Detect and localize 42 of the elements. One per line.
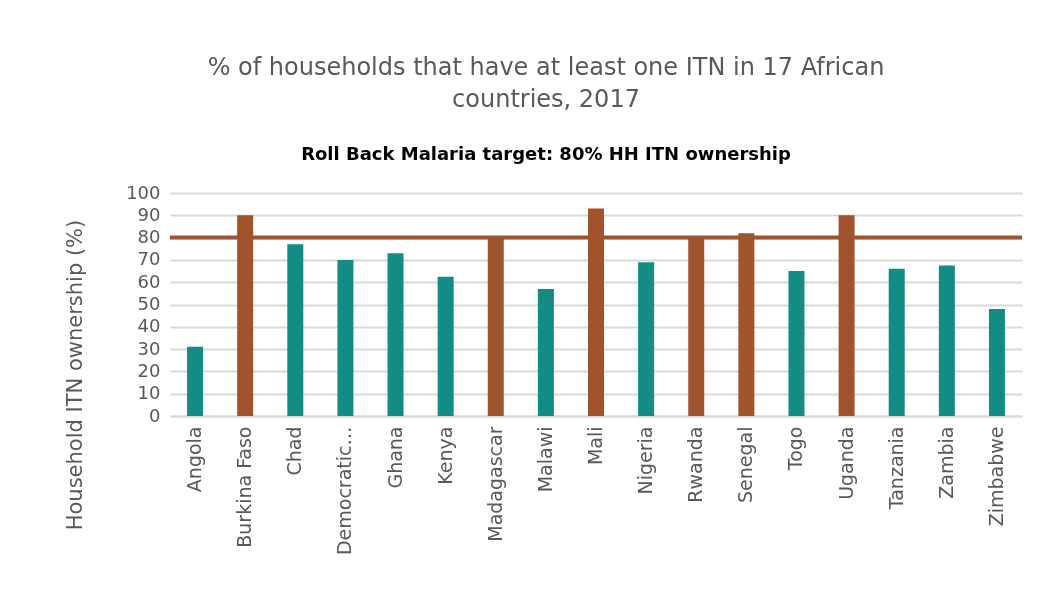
chart-subtitle: Roll Back Malaria target: 80% HH ITN ownership — [301, 143, 791, 164]
y-tick-label: 90 — [137, 203, 161, 225]
y-tick-label: 20 — [137, 359, 161, 381]
x-tick-label: Ghana — [383, 426, 406, 489]
bar — [788, 271, 805, 416]
x-tick-label: Mali — [584, 426, 606, 466]
y-tick-label: 10 — [137, 382, 161, 404]
y-tick-label: 70 — [137, 248, 161, 270]
x-tick-label: Chad — [283, 426, 306, 476]
y-tick-label: 100 — [126, 181, 161, 203]
bar — [988, 308, 1005, 416]
y-tick-label: 60 — [137, 270, 161, 292]
x-tick-label: Angola — [183, 426, 206, 493]
bar — [287, 244, 304, 416]
bar — [938, 265, 955, 416]
y-axis-title: Household ITN ownership (%) — [62, 219, 87, 531]
x-tick-label: Democratic… — [333, 426, 356, 556]
x-tick-label: Nigeria — [634, 426, 657, 495]
y-tick-label: 50 — [137, 293, 161, 314]
x-tick-label: Rwanda — [684, 426, 707, 503]
bar — [437, 276, 454, 416]
x-tick-label: Tanzania — [884, 426, 907, 511]
x-tick-label: Uganda — [834, 426, 857, 500]
y-tick-label: 40 — [137, 315, 161, 337]
x-tick-label: Madagascar — [483, 426, 506, 542]
bar — [638, 262, 655, 416]
x-tick-label: Togo — [784, 426, 807, 472]
x-tick-label: Zambia — [934, 426, 957, 499]
x-tick-label: Kenya — [433, 426, 456, 485]
chart-title: % of households that have at least one ITN in 17 African countries, 2017 — [207, 53, 885, 113]
bar — [537, 288, 554, 416]
x-tick-label: Burkina Faso — [233, 426, 256, 548]
y-tick-label: 30 — [137, 337, 161, 359]
bar — [337, 259, 354, 416]
y-tick-label: 80 — [137, 226, 161, 248]
bar — [888, 268, 905, 416]
bar — [187, 346, 204, 416]
x-tick-label: Senegal — [734, 426, 757, 503]
x-tick-label: Malawi — [533, 426, 556, 493]
y-tick-label: 0 — [149, 404, 161, 426]
x-tick-label: Zimbabwe — [984, 426, 1007, 527]
bar — [387, 253, 404, 416]
